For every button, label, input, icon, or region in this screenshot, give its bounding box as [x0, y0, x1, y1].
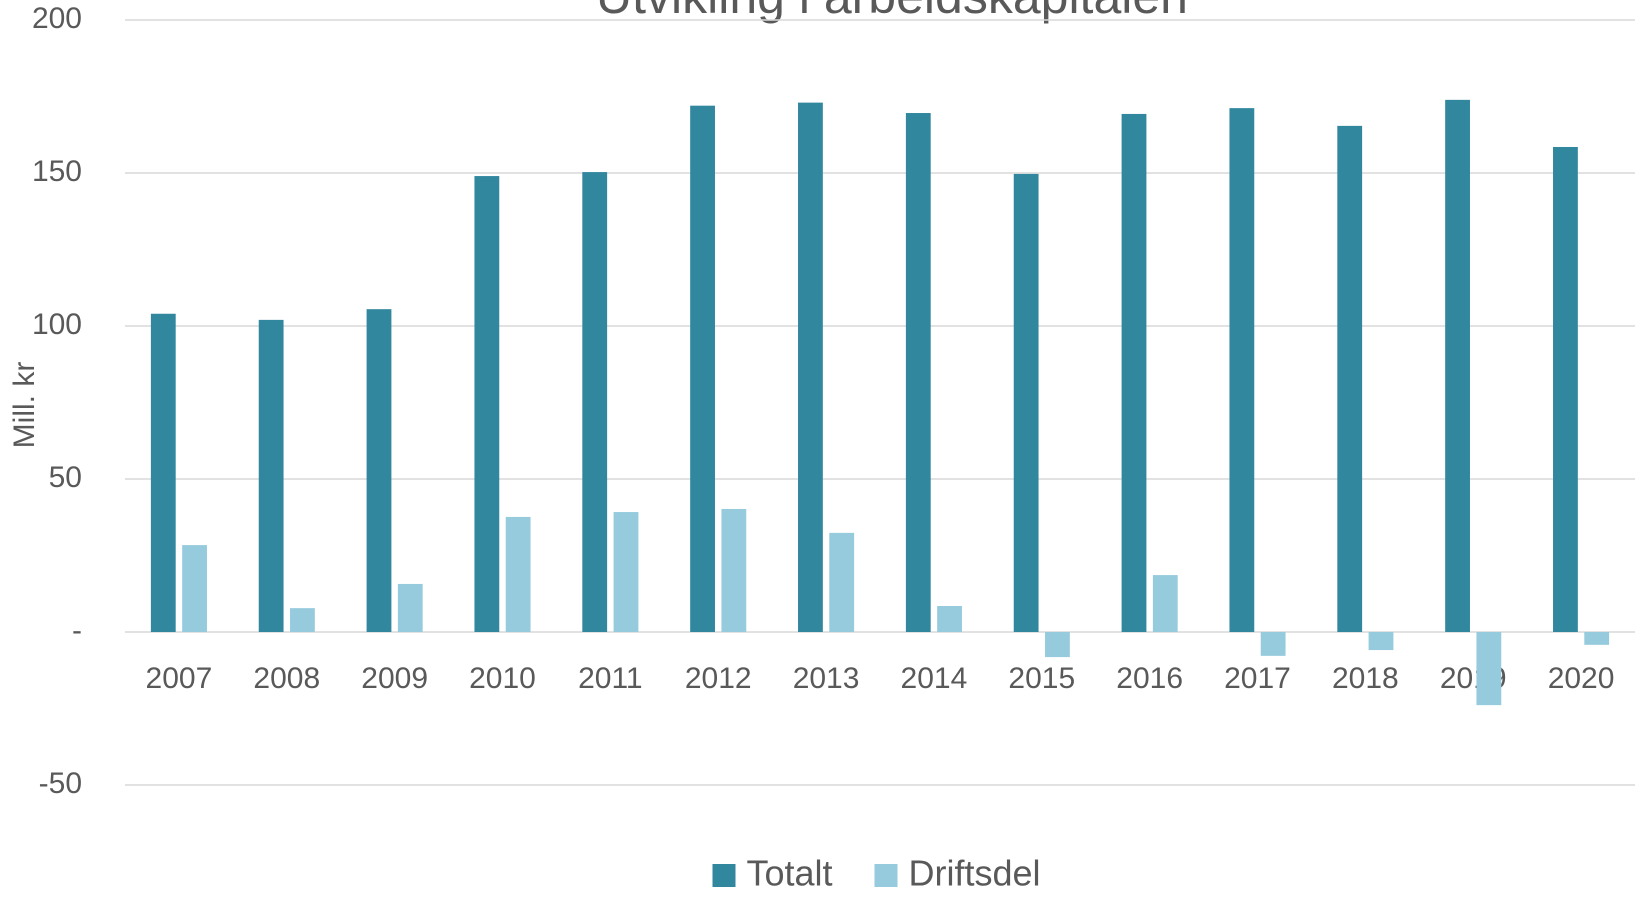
bar	[366, 309, 392, 632]
x-tick-label: 2015	[1008, 662, 1075, 695]
bar	[150, 313, 176, 632]
bar	[290, 608, 315, 632]
x-tick-label: 2013	[793, 662, 860, 695]
bar	[397, 583, 423, 632]
x-tick-label: 2007	[146, 662, 213, 695]
bar	[690, 105, 715, 633]
bar	[505, 516, 531, 632]
bar	[1013, 173, 1039, 632]
legend-swatch	[712, 864, 736, 887]
bar	[829, 532, 855, 632]
x-tick-label: 2016	[1116, 662, 1183, 695]
x-tick-label: 2009	[361, 662, 428, 695]
x-tick-label: 2020	[1548, 662, 1615, 695]
x-tick-label: 2014	[901, 662, 968, 695]
bar	[1584, 632, 1610, 645]
bar	[582, 172, 608, 632]
bar	[474, 176, 500, 632]
bar	[258, 319, 284, 632]
bar	[798, 102, 823, 633]
x-tick-label: 2011	[578, 662, 643, 695]
bar	[182, 545, 207, 632]
bar	[721, 508, 747, 632]
bar	[1368, 632, 1394, 651]
y-tick-label: -50	[39, 767, 82, 800]
bar	[613, 512, 639, 632]
bar	[937, 605, 962, 632]
y-axis-label: Mill. kr	[8, 362, 41, 449]
bar	[1229, 108, 1255, 633]
x-tick-label: 2017	[1224, 662, 1291, 695]
y-tick-label: -	[72, 614, 82, 647]
bar	[1476, 632, 1502, 706]
bar	[1121, 113, 1147, 632]
x-tick-label: 2008	[253, 662, 320, 695]
bar	[1445, 99, 1470, 633]
bar	[905, 113, 931, 633]
bar	[1260, 632, 1286, 656]
x-tick-label: 2012	[685, 662, 752, 695]
legend-label: Totalt	[747, 853, 833, 894]
y-tick-label: 150	[32, 155, 82, 188]
x-tick-label: 2010	[469, 662, 536, 695]
legend-label: Driftsdel	[909, 853, 1041, 894]
y-tick-label: 50	[49, 461, 82, 494]
bar	[1553, 146, 1578, 633]
bar	[1045, 632, 1070, 658]
legend-swatch	[874, 864, 898, 887]
bar	[1337, 125, 1363, 632]
y-tick-label: 200	[32, 2, 82, 35]
x-tick-label: 2018	[1332, 662, 1399, 695]
bar	[1152, 575, 1178, 632]
y-tick-label: 100	[32, 308, 82, 341]
